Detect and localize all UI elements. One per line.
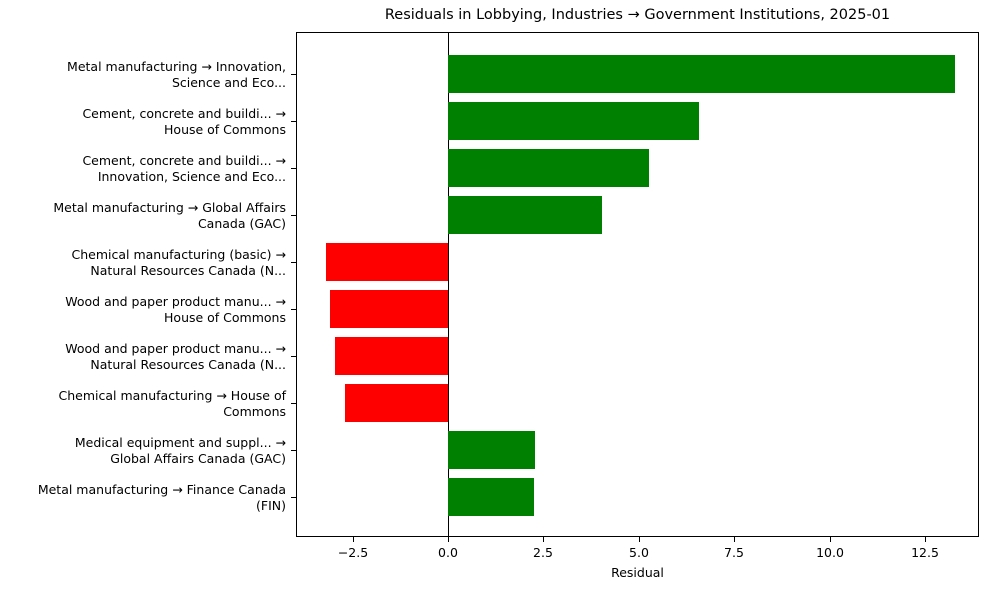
bar-positive (448, 55, 955, 93)
bar-positive (448, 149, 650, 187)
plot-area (296, 32, 979, 537)
y-tick-mark (291, 74, 296, 75)
y-tick-label-line2: House of Commons (164, 310, 286, 325)
y-tick-label-line1: Medical equipment and suppl... → (74, 435, 286, 450)
y-tick-label: Wood and paper product manu... → Natural … (65, 341, 286, 373)
y-tick-label: Chemical manufacturing (basic) → Natural … (71, 247, 286, 279)
y-tick-label-line2: House of Commons (164, 122, 286, 137)
y-tick-mark (291, 168, 296, 169)
y-tick-mark (291, 497, 296, 498)
y-tick-label-line2: Natural Resources Canada (N... (90, 263, 286, 278)
bar-negative (344, 384, 448, 422)
x-tick-mark (639, 537, 640, 542)
bar-positive (448, 478, 534, 516)
y-tick-mark (291, 121, 296, 122)
y-tick-label-line1: Chemical manufacturing (basic) → (71, 247, 286, 262)
bar-positive (448, 102, 699, 140)
bar-negative (330, 290, 448, 328)
y-tick-label-line2: Science and Eco... (171, 75, 286, 90)
y-tick-label-line1: Metal manufacturing → Innovation, (67, 59, 286, 74)
x-tick-mark (448, 537, 449, 542)
y-tick-label-line2: Natural Resources Canada (N... (90, 357, 286, 372)
y-tick-label: Metal manufacturing → Global Affairs Cana… (53, 200, 286, 232)
y-tick-label-line1: Chemical manufacturing → House of (58, 388, 287, 403)
y-tick-label-line1: Cement, concrete and buildi... → (82, 106, 286, 121)
x-tick-mark (734, 537, 735, 542)
x-tick-label: 0.0 (438, 545, 458, 560)
y-tick-mark (291, 356, 296, 357)
y-tick-mark (291, 262, 296, 263)
y-tick-mark (291, 450, 296, 451)
x-tick-label: 7.5 (724, 545, 744, 560)
y-tick-label: Metal manufacturing → Finance Canada (FIN… (38, 482, 286, 514)
y-tick-label: Cement, concrete and buildi... → House of… (82, 106, 286, 138)
y-tick-label: Medical equipment and suppl... → Global A… (75, 435, 286, 467)
y-tick-label: Chemical manufacturing → House of Commons (59, 388, 287, 420)
y-tick-label: Wood and paper product manu... → House of… (65, 294, 286, 326)
x-tick-label: 5.0 (629, 545, 649, 560)
y-tick-label-line2: (FIN) (256, 498, 286, 513)
x-tick-mark (925, 537, 926, 542)
x-tick-label: 2.5 (533, 545, 553, 560)
y-tick-mark (291, 309, 296, 310)
x-tick-mark (353, 537, 354, 542)
bar-negative (325, 243, 448, 281)
chart-title: Residuals in Lobbying, Industries → Gove… (384, 7, 891, 23)
x-axis-label: Residual (611, 565, 664, 580)
y-tick-label-line1: Metal manufacturing → Finance Canada (37, 482, 286, 497)
y-tick-label-line1: Metal manufacturing → Global Affairs (53, 200, 286, 215)
y-tick-label-line2: Global Affairs Canada (GAC) (110, 451, 286, 466)
y-tick-label-line1: Cement, concrete and buildi... → (82, 153, 286, 168)
y-tick-mark (291, 403, 296, 404)
bar-positive (448, 431, 535, 469)
y-tick-label-line2: Innovation, Science and Eco... (97, 169, 286, 184)
x-tick-label: −2.5 (337, 545, 369, 560)
zero-reference-line (448, 33, 449, 536)
y-tick-label-line1: Wood and paper product manu... → (65, 294, 286, 309)
y-tick-label-line2: Commons (223, 404, 286, 419)
y-tick-mark (291, 215, 296, 216)
y-tick-label: Cement, concrete and buildi... → Innovati… (82, 153, 286, 185)
y-tick-label: Metal manufacturing → Innovation, Science… (67, 59, 286, 91)
y-tick-label-line2: Canada (GAC) (197, 216, 286, 231)
bar-negative (334, 337, 448, 375)
x-tick-label: 12.5 (911, 545, 939, 560)
x-tick-mark (830, 537, 831, 542)
x-tick-label: 10.0 (816, 545, 844, 560)
x-tick-mark (543, 537, 544, 542)
y-tick-label-line1: Wood and paper product manu... → (65, 341, 286, 356)
bar-positive (448, 196, 602, 234)
